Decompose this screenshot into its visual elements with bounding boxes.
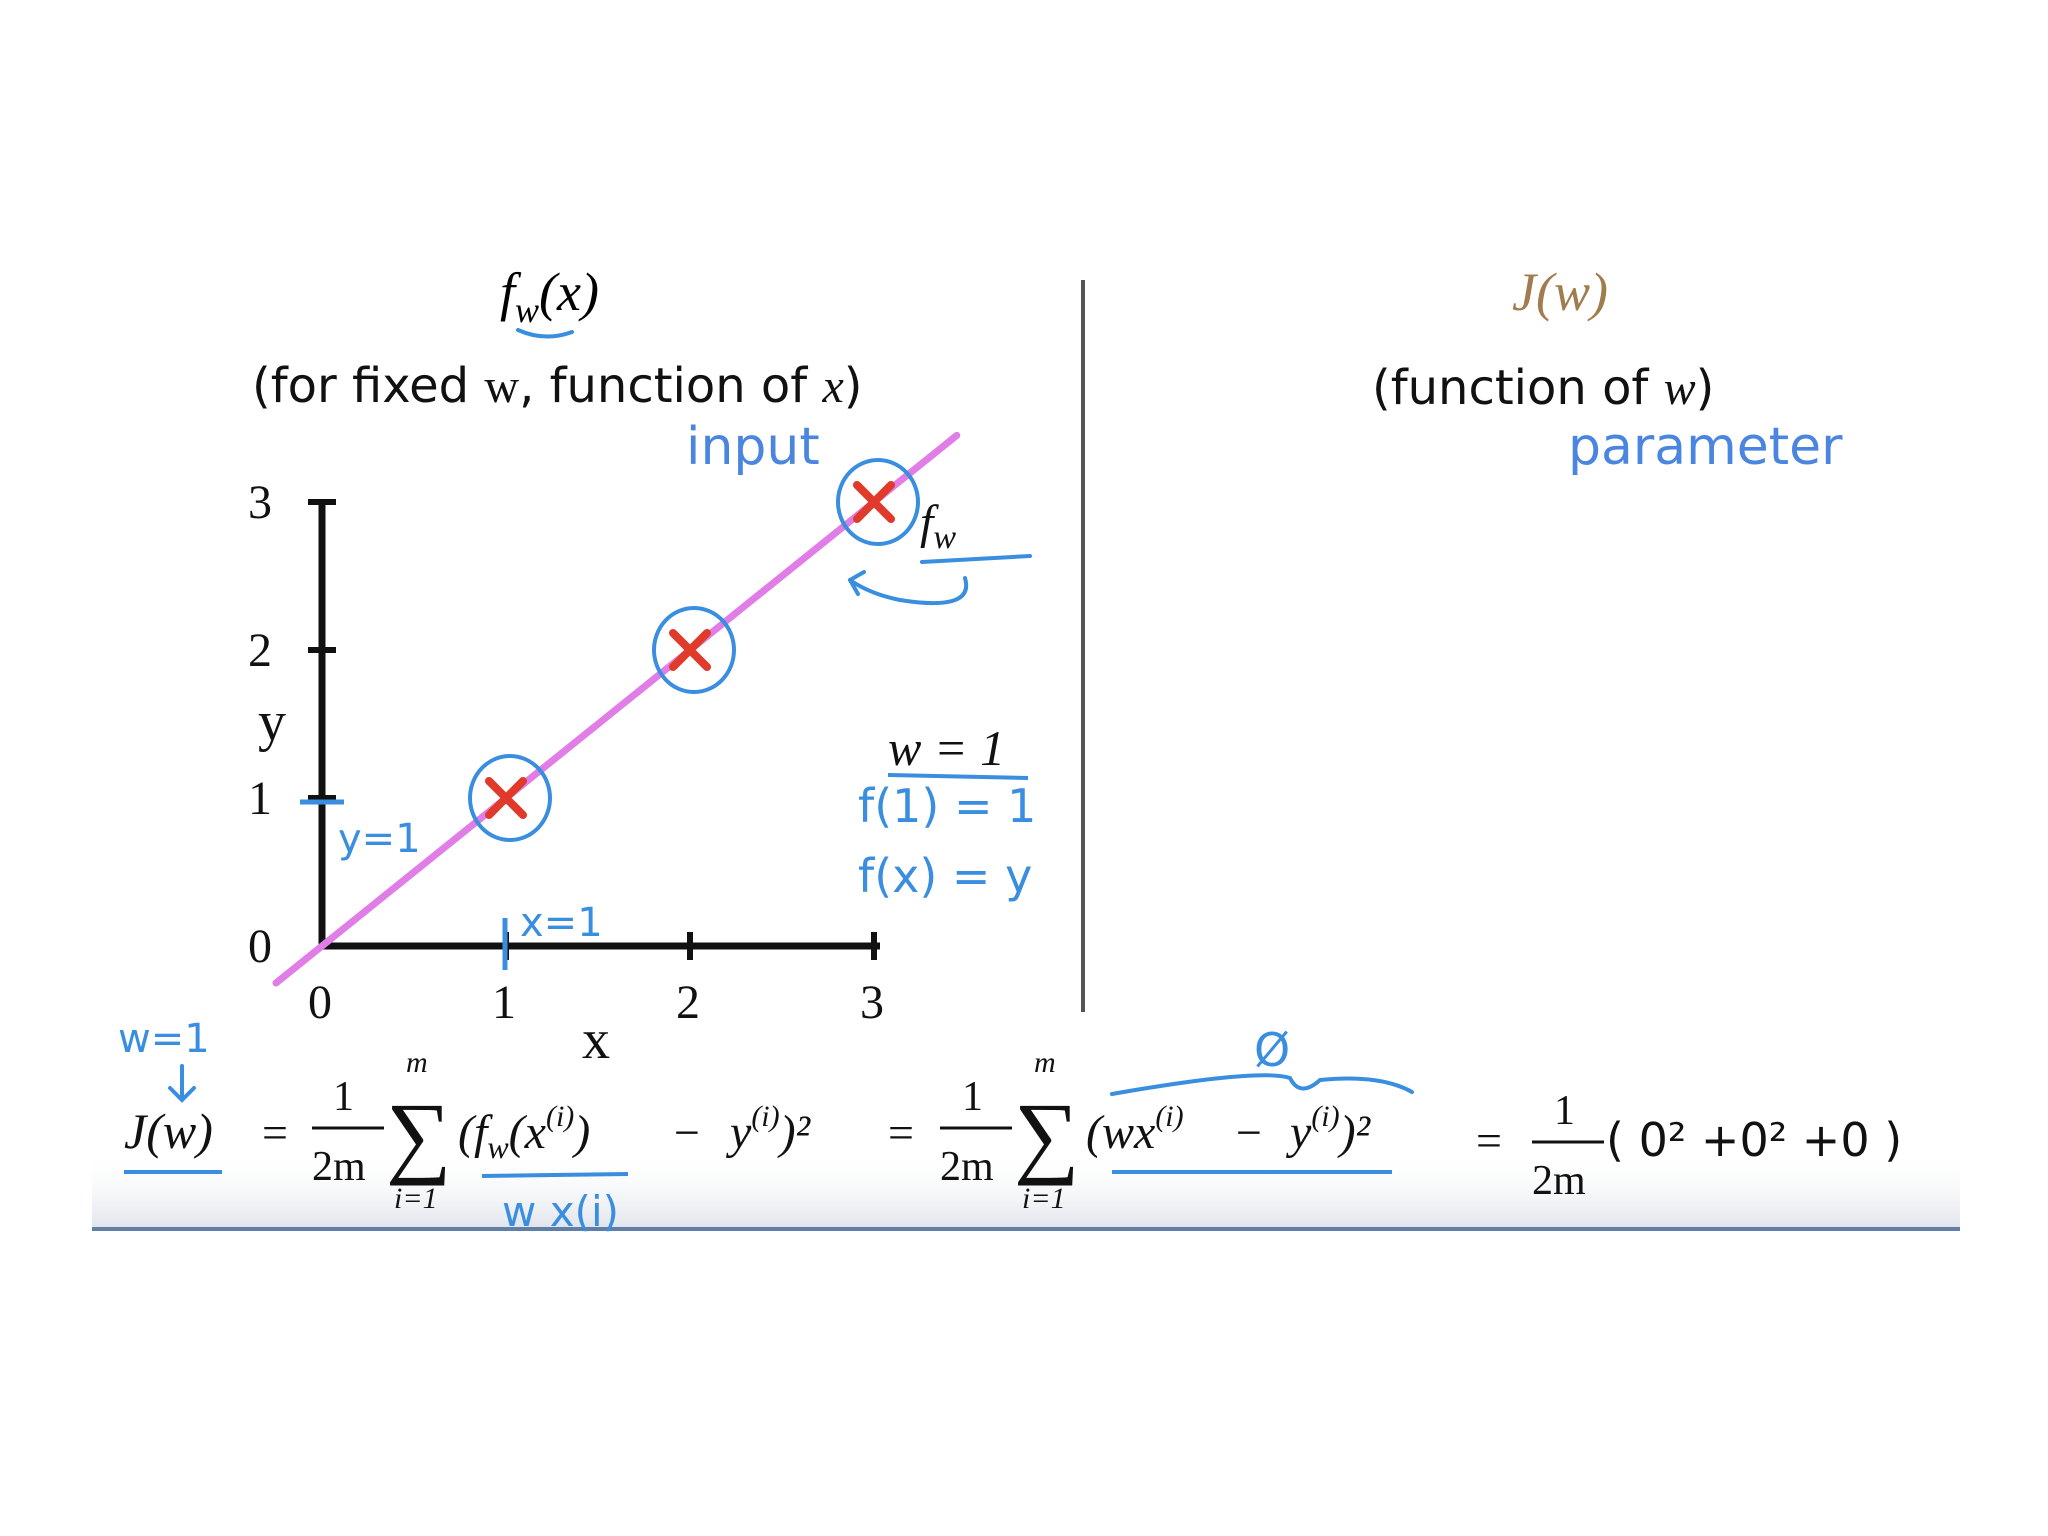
- y-tick-label: 3: [248, 476, 272, 529]
- term1: (fw(x(i)): [458, 1100, 590, 1165]
- x-tick-label: 1: [492, 976, 516, 1029]
- left-panel: fw(x) (for fixed w, function of x) input…: [248, 262, 1036, 1071]
- sum2-bottom: i=1: [1022, 1182, 1066, 1215]
- points-group: [468, 458, 920, 842]
- eq-2: =: [888, 1107, 914, 1158]
- formula: w=1 J(w) = 1 2m m ∑ i=1 (fw(x(i)) − y(i)…: [118, 1016, 1902, 1236]
- right-panel: J(w) (function of w) parameter: [1372, 262, 1843, 477]
- x-tick-label: 0: [308, 976, 332, 1029]
- data-point-x: [485, 777, 527, 819]
- frac3-den: 2m: [1532, 1158, 1586, 1204]
- formula-lhs: J(w): [124, 1103, 213, 1159]
- fw-label: fw: [920, 496, 956, 556]
- eq-3: =: [1476, 1115, 1502, 1166]
- x-tick-label: 2: [676, 976, 700, 1029]
- fw-arrow-head: [848, 570, 866, 596]
- x-axis-label: x: [582, 1009, 610, 1071]
- frac2-num: 1: [962, 1074, 983, 1120]
- note-zero: Ø: [1254, 1023, 1290, 1077]
- y-axis-label: y: [258, 691, 286, 753]
- y-tick-label: 2: [248, 624, 272, 677]
- chart: 0 1 2 3 0 1 2 3 y x: [248, 431, 961, 1071]
- note-x1: x=1: [520, 900, 603, 946]
- left-title: fw(x): [500, 262, 599, 330]
- y-tick-label: 1: [248, 772, 272, 825]
- sum2-top: m: [1034, 1046, 1056, 1079]
- fw-underline: [920, 554, 1032, 564]
- point-circle: [468, 754, 552, 842]
- sum1-bottom: i=1: [394, 1182, 438, 1215]
- x-tick-label: 3: [860, 976, 884, 1029]
- right-title: J(w): [1512, 262, 1608, 322]
- frac1-num: 1: [333, 1074, 354, 1120]
- w-eq-label: w = 1: [888, 720, 1005, 776]
- note-wx: w x(i): [502, 1187, 619, 1236]
- frac1-den: 2m: [312, 1144, 366, 1190]
- minus-1: −: [674, 1107, 700, 1158]
- input-note: input: [686, 417, 820, 477]
- y-tick-label: 0: [248, 920, 272, 973]
- point-circle: [836, 458, 920, 546]
- y-ticks: 0 1 2 3: [248, 476, 336, 973]
- left-subtitle: (for fixed w, function of x): [252, 358, 863, 414]
- frac2-den: 2m: [940, 1144, 994, 1190]
- term2-brace: [1110, 1073, 1414, 1096]
- formula-fade: [92, 1150, 1960, 1230]
- note-w1: w=1: [118, 1016, 210, 1062]
- fw-arrow: [848, 576, 969, 606]
- w1-arrow: [168, 1064, 196, 1103]
- term2: (wx(i): [1086, 1100, 1184, 1159]
- minus-2: −: [1236, 1107, 1262, 1158]
- y-term-1: y(i))²: [725, 1100, 812, 1159]
- formula-tail: ( 0² +0² +0 ): [1606, 1113, 1902, 1167]
- note-f1: f(1) = 1: [858, 779, 1036, 833]
- note-y1: y=1: [338, 816, 421, 862]
- sum1-top: m: [406, 1046, 428, 1079]
- point-circle: [652, 606, 736, 694]
- left-title-sub: w: [515, 290, 539, 330]
- term1-underline: [481, 1172, 629, 1178]
- data-point-x: [853, 481, 895, 523]
- y-term-2: y(i))²: [1285, 1100, 1372, 1159]
- left-title-arg: (x): [539, 262, 599, 322]
- sum1-sigma: ∑: [386, 1084, 452, 1186]
- title-w-underline: [516, 328, 574, 339]
- w-eq-underline: [887, 773, 1029, 780]
- parameter-note: parameter: [1568, 417, 1843, 477]
- x-ticks: 0 1 2 3: [308, 932, 884, 1029]
- note-fx: f(x) = y: [858, 849, 1032, 903]
- data-point-x: [669, 629, 711, 671]
- right-subtitle: (function of w): [1372, 360, 1714, 416]
- frac3-num: 1: [1554, 1088, 1575, 1134]
- eq-1: =: [262, 1107, 288, 1158]
- sum2-sigma: ∑: [1014, 1084, 1080, 1186]
